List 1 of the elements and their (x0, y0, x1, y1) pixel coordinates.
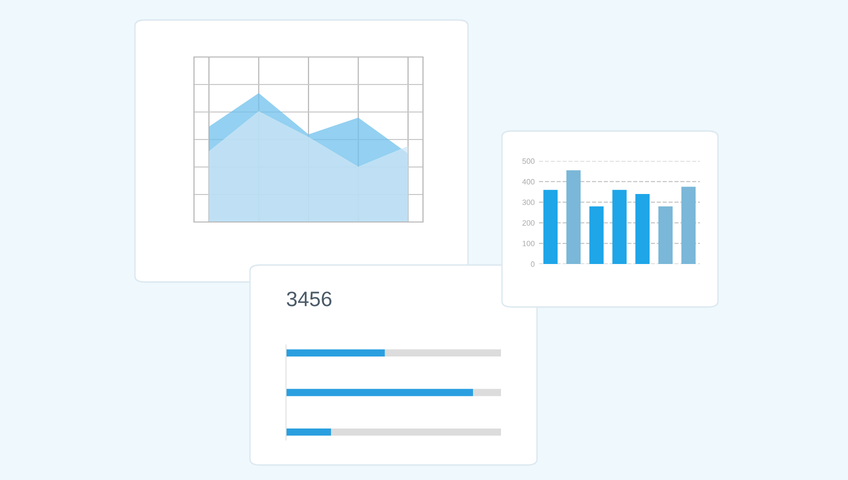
chart-title: 3456 (286, 292, 332, 306)
